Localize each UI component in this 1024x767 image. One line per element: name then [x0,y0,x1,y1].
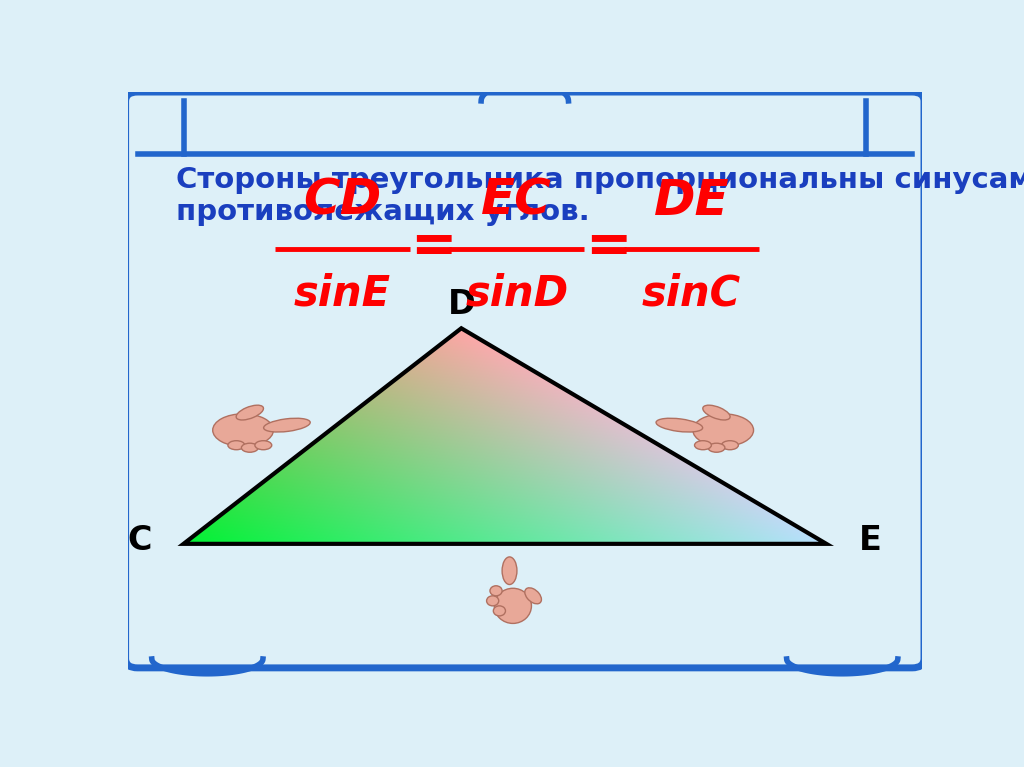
Ellipse shape [494,606,506,616]
Text: =: = [585,220,632,274]
Ellipse shape [486,596,499,606]
Ellipse shape [263,418,310,432]
Text: DE: DE [653,177,729,225]
Text: sinC: sinC [642,272,741,314]
Ellipse shape [242,443,258,453]
Ellipse shape [525,588,542,604]
Text: CD: CD [303,177,381,225]
Ellipse shape [228,441,245,449]
Ellipse shape [255,441,271,449]
Ellipse shape [495,588,531,624]
Ellipse shape [213,414,273,446]
Ellipse shape [656,418,702,432]
Text: D: D [447,288,475,321]
Text: sinD: sinD [465,272,568,314]
Ellipse shape [502,557,517,584]
Ellipse shape [708,443,725,453]
Ellipse shape [722,441,738,449]
Text: sinE: sinE [294,272,391,314]
Ellipse shape [693,414,754,446]
Text: =: = [411,220,457,274]
Text: C: C [128,525,153,558]
Ellipse shape [694,441,712,449]
Text: EC: EC [481,177,552,225]
Text: Стороны треугольника пропорциональны синусам
противолежащих углов.: Стороны треугольника пропорциональны син… [176,166,1024,226]
Ellipse shape [489,586,502,596]
Ellipse shape [237,405,263,420]
Ellipse shape [702,405,730,420]
Text: E: E [858,525,882,558]
